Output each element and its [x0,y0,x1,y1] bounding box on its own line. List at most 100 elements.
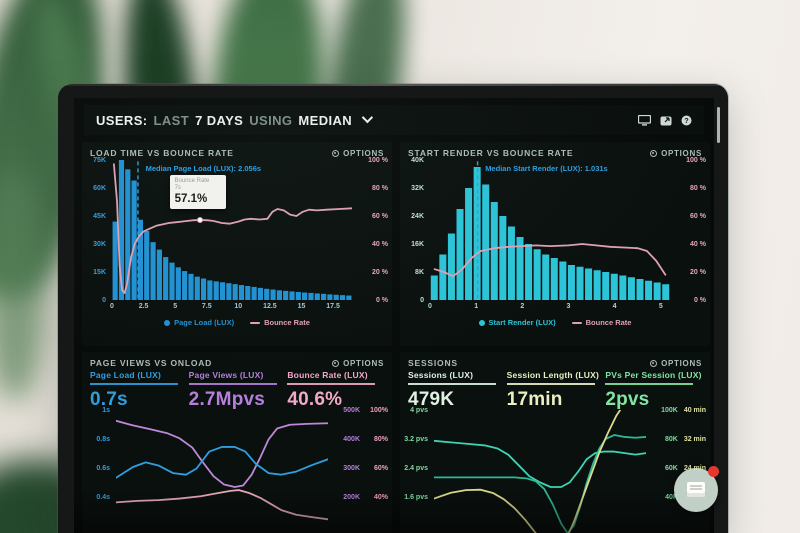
help-widget-button[interactable] [674,466,719,512]
y-axis-left: 4 pvs 3.2 pvs 2.4 pvs 1.6 pvs [402,406,430,502]
axis-label: 8K [415,269,424,276]
header-aggregation-value[interactable]: MEDIAN [298,112,353,128]
axis-label: 20 % [372,269,388,276]
metric-page-views: Page Views (LUX) 2.7Mpvs [188,370,288,411]
axis-label: 80 % [372,185,388,192]
metric-underline [605,383,694,385]
panel-load-time: LOAD TIME VS BOUNCE RATE OPTIONS 75K 60K 4… [82,142,392,346]
panel-title: START RENDER VS BOUNCE RATE [408,148,574,158]
metric-underline [506,383,595,385]
metric-value: 2.7Mpvs [188,389,266,410]
x-tick-label: 1 [474,303,479,310]
options-button[interactable]: OPTIONS [650,359,702,368]
metric-value: 0.7s [90,389,128,410]
axis-label: 20 % [690,269,706,276]
x-axis: 0 1 2 3 4 5 [428,303,670,313]
axis-label: 80 % [690,185,706,192]
x-tick-label: 2.5 [138,303,149,310]
metric-underline [287,383,376,385]
x-tick-label: 5 [173,303,178,310]
chevron-down-icon[interactable] [361,111,374,123]
legend-item-start-render[interactable]: Start Render (LUX) [478,318,556,327]
axis-label: 0.6s [96,465,110,472]
book-icon [687,482,705,497]
legend-item-page-load[interactable]: Page Load (LUX) [164,318,234,327]
legend-item-bounce-rate[interactable]: Bounce Rate [571,318,631,327]
axis-label: 0 % [375,297,388,304]
gear-icon [650,359,658,367]
axis-label: 60 % [372,213,388,220]
metric-underline [408,383,496,385]
axis-label: 16K [411,241,424,248]
x-tick-label: 5 [658,303,663,310]
axis-label: 60K [93,185,106,192]
y-axis-right: 100 % 80 % 60 % 40 % 20 % 0 % [356,156,388,305]
load-time-vs-bounce-rate-plot [112,160,352,300]
panel-title-row: START RENDER VS BOUNCE RATE OPTIONS [408,146,702,160]
axis-label: 0 [420,297,424,304]
axis-label: 1s [102,407,110,414]
axis-label: 32K [411,185,424,192]
header-icons: ? [638,114,692,126]
start-render-vs-bounce-rate-plot [430,160,670,300]
axis-label: 75K [93,157,106,164]
x-tick-label: 0 [110,303,114,310]
metric-row: Sessions (LUX) 479K Session Length (LUX)… [408,370,704,411]
axis-label: 0 % [693,297,706,304]
x-tick-label: 2 [520,303,525,310]
share-icon[interactable] [660,115,672,126]
panel-title-row: PAGE VIEWS VS ONLOAD OPTIONS [90,356,384,370]
chart-legend: Start Render (LUX) Bounce Rate [400,318,710,327]
y-axis-right: 100 % 80 % 60 % 40 % 20 % 0 % [674,156,706,305]
axis-label: 30K [93,241,106,248]
legend-item-bounce-rate[interactable]: Bounce Rate [250,318,310,327]
axis-label: 40K [411,157,424,164]
panel-title: PAGE VIEWS VS ONLOAD [90,358,213,368]
legend-dot-icon [164,319,171,326]
metric-row: Page Load (LUX) 0.7s Page Views (LUX) 2.… [90,370,386,411]
metric-underline [90,383,178,385]
options-button[interactable]: OPTIONS [650,149,702,158]
panel-title-row: LOAD TIME VS BOUNCE RATE OPTIONS [90,146,384,160]
page-views-vs-onload-plot [116,410,328,533]
axis-label: 4 pvs [410,407,428,414]
options-button[interactable]: OPTIONS [332,359,384,368]
svg-text:?: ? [684,118,688,125]
axis-label: 100 % [686,157,706,164]
axis-label: 60 % [690,213,706,220]
header-range-value[interactable]: 7 DAYS [195,112,244,128]
axis-label: 400K 80% [343,436,388,443]
legend-line-icon [250,321,261,324]
options-button[interactable]: OPTIONS [332,149,384,158]
metric-sessions: Sessions (LUX) 479K [408,370,507,411]
median-annotation: Median Page Load (LUX): 2.056s [145,164,262,173]
y-axis-right: 500K 100% 400K 80% 300K 60% 200K 40% [332,406,388,502]
y-axis-left: 40K 32K 24K 16K 8K 0 [400,156,426,305]
x-tick-label: 12.5 [263,303,277,310]
x-tick-label: 17.5 [326,303,340,310]
notification-badge [708,466,719,477]
scrollbar-thumb[interactable] [717,107,720,143]
panel-title: LOAD TIME VS BOUNCE RATE [90,148,234,158]
monitor-icon[interactable] [638,114,651,126]
axis-label: 40 % [372,241,388,248]
header-users-label: USERS: [96,112,148,128]
axis-label: 15K [93,269,106,276]
axis-label: 3.2 pvs [404,436,428,443]
metric-value: 17min [506,389,563,410]
axis-label: 200K 40% [343,494,388,501]
y-axis-left: 75K 60K 45K 30K 15K 0 [82,156,108,305]
x-tick-label: 7.5 [201,303,212,310]
gear-icon [332,359,340,367]
metric-value: 479K [408,389,455,410]
help-icon[interactable]: ? [681,115,692,126]
gear-icon [650,149,658,157]
axis-label: 100 % [368,157,388,164]
panel-title-row: SESSIONS OPTIONS [408,356,702,370]
axis-label: 40K [665,494,678,501]
start-render-chart: Median Start Render (LUX): 1.031s [430,160,670,300]
hover-point-marker [196,217,203,224]
x-tick-label: 15 [297,303,306,310]
legend-dot-icon [478,319,485,326]
